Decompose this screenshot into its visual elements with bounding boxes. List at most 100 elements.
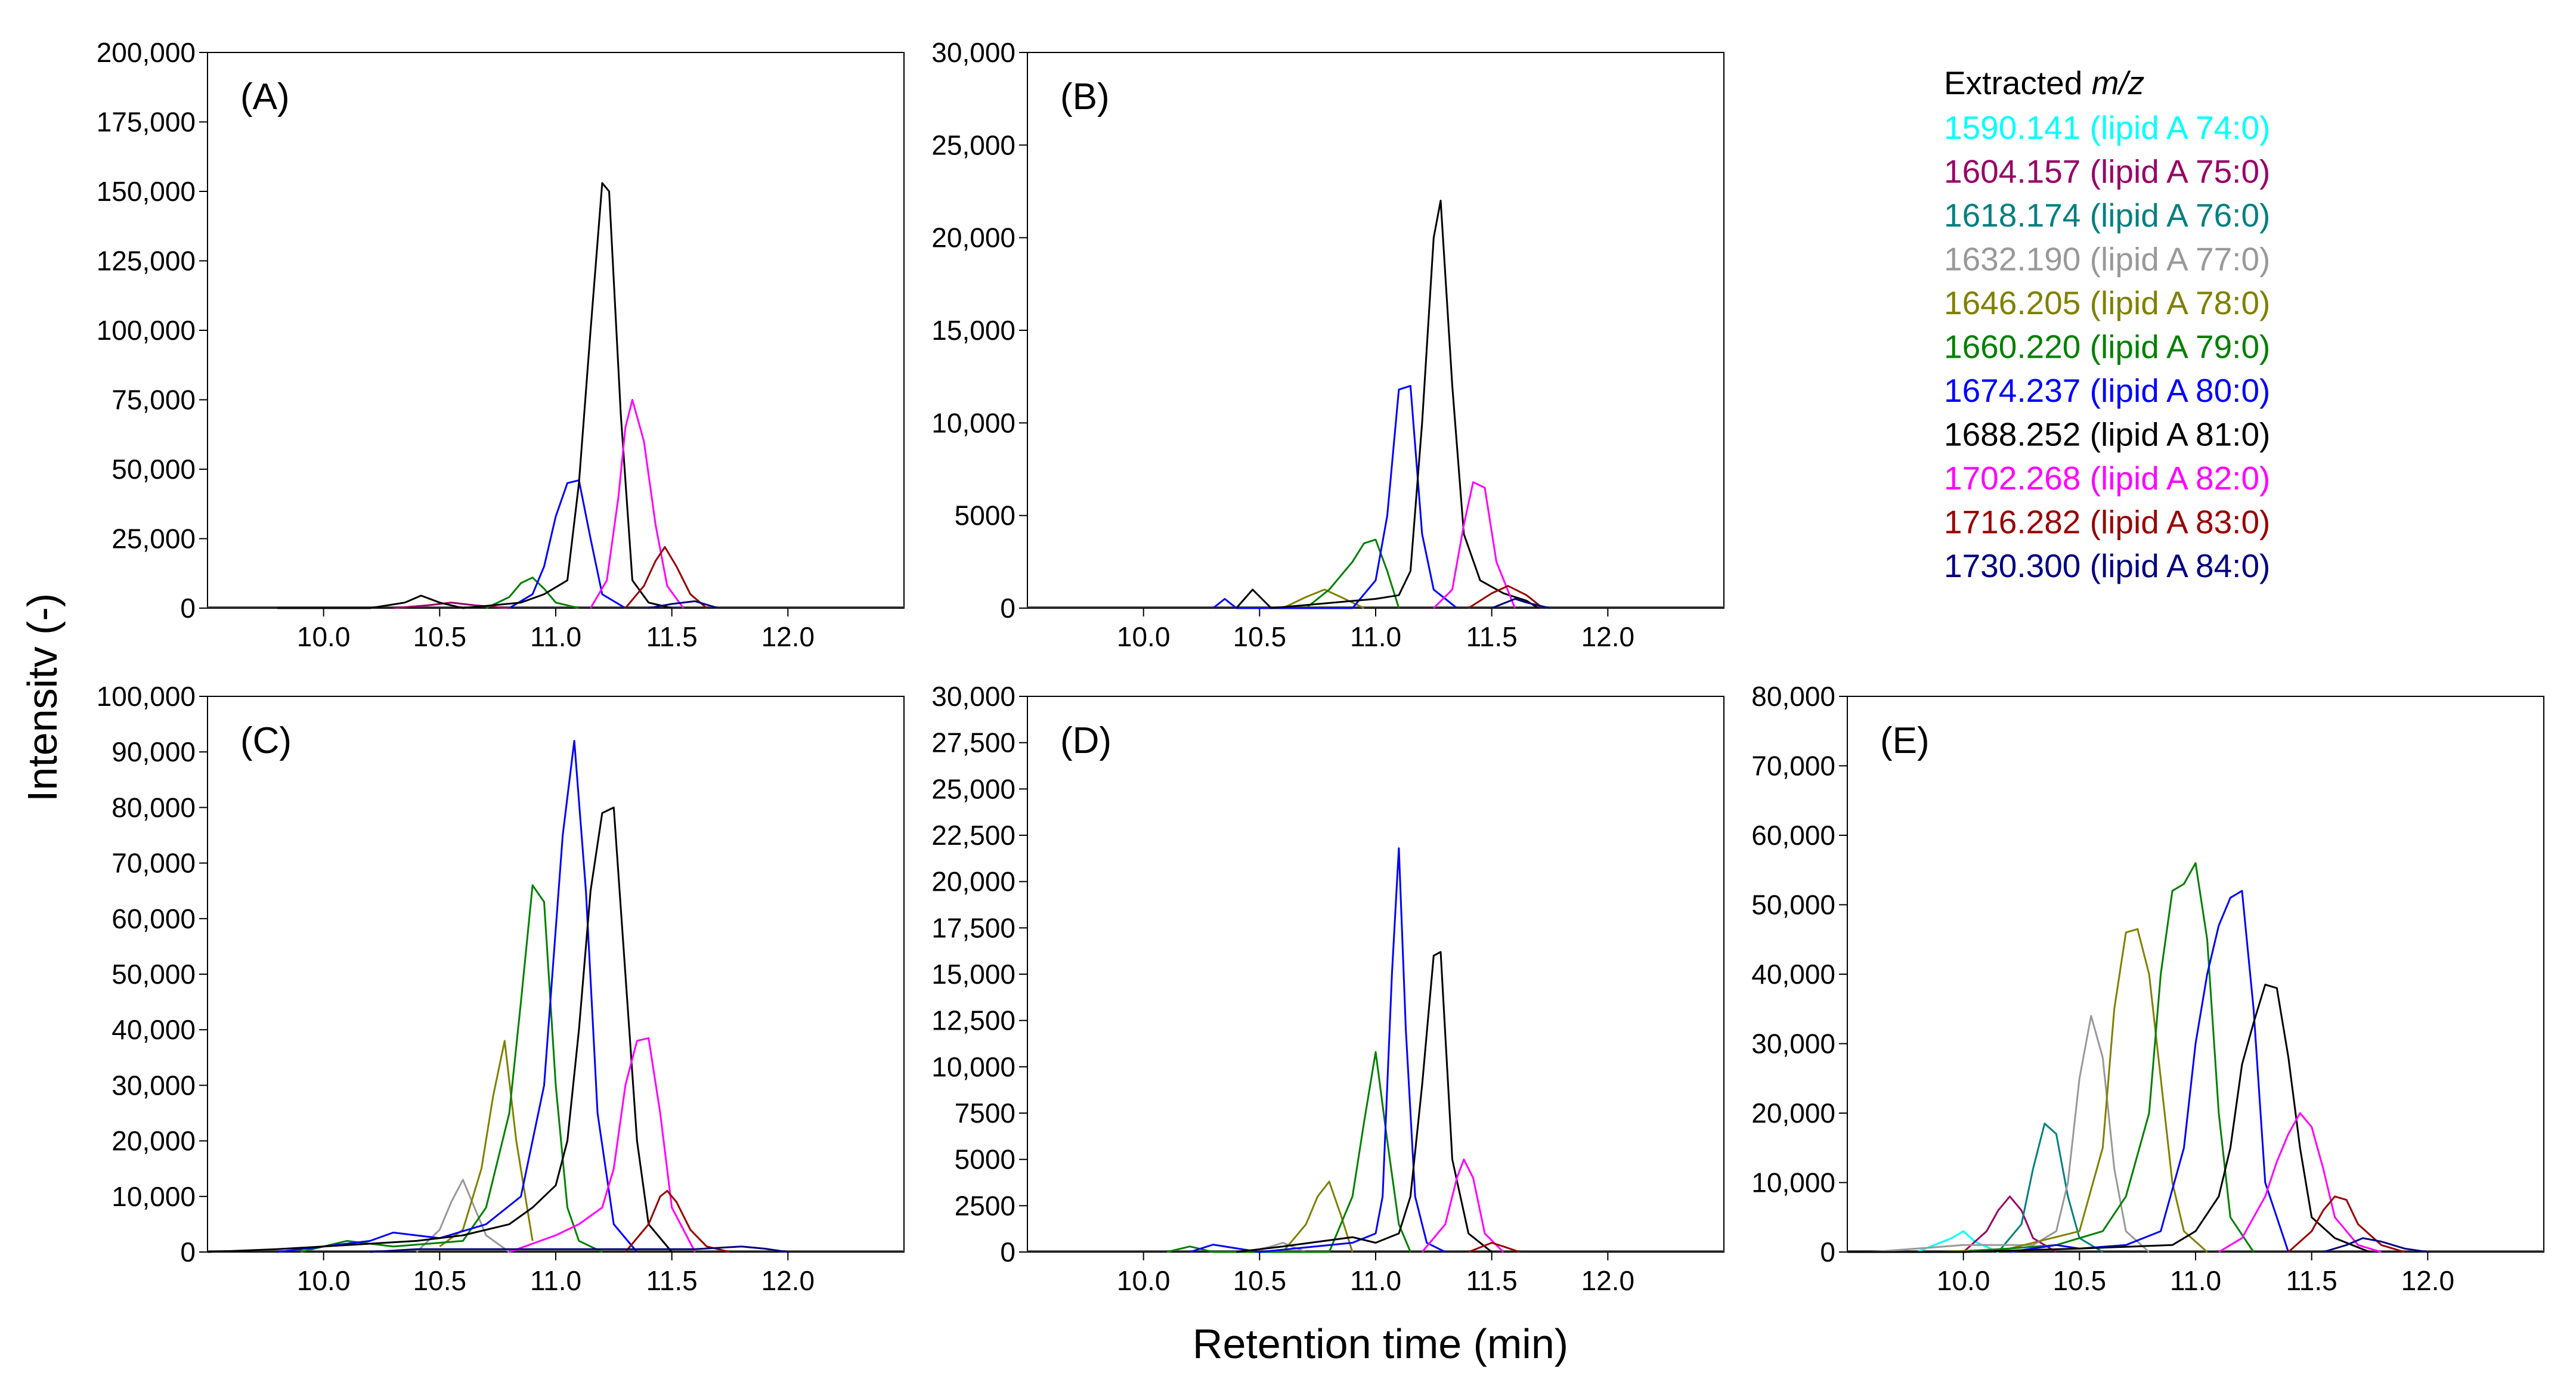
series-line xyxy=(1305,538,1400,609)
y-tick-label: 25,000 xyxy=(931,773,1015,804)
x-tick-label: 10.0 xyxy=(1937,1265,1990,1296)
panel-label: (C) xyxy=(240,720,292,761)
x-tick-label: 12.0 xyxy=(2401,1265,2455,1296)
y-tick-label: 60,000 xyxy=(112,903,196,934)
series-line xyxy=(2323,1237,2428,1253)
legend-entry: 1702.268 (lipid A 82:0) xyxy=(1944,460,2270,497)
legend-title-prefix: Extracted xyxy=(1944,64,2092,101)
series-line xyxy=(624,546,708,609)
y-axis-title: Intensitv (-) xyxy=(19,593,66,802)
y-tick-label: 70,000 xyxy=(112,848,196,879)
series-line xyxy=(485,577,580,609)
y-tick-label: 90,000 xyxy=(112,736,196,767)
y-tick-label: 75,000 xyxy=(112,385,196,416)
y-tick-label: 25,000 xyxy=(931,129,1015,160)
y-tick-label: 40,000 xyxy=(112,1014,196,1045)
x-tick-label: 11.0 xyxy=(1350,1265,1401,1296)
x-tick-label: 10.5 xyxy=(1233,1265,1287,1296)
series-line xyxy=(1433,481,1516,609)
y-tick-label: 40,000 xyxy=(1751,959,1835,990)
legend-entry: 1646.205 (lipid A 78:0) xyxy=(1944,284,2270,321)
x-tick-label: 10.5 xyxy=(1233,621,1287,652)
series-line xyxy=(1421,1158,1504,1253)
legend-entry: 1660.220 (lipid A 79:0) xyxy=(1944,329,2270,365)
y-tick-label: 10,000 xyxy=(112,1181,196,1212)
panel-d: 0 2500 5000 7500 10,000 12,500 15,000 17,500 20,… xyxy=(931,681,1724,1296)
legend-entry: 1590.141 (lipid A 74:0) xyxy=(1944,109,2270,146)
legend: Extracted m/z 1590.141 (lipid A 74:0) 160… xyxy=(1944,64,2270,584)
panel-c: 0 10,000 20,000 30,000 40,000 50,000 60,000 70,… xyxy=(97,681,905,1296)
series-line xyxy=(1212,385,1458,609)
series-line xyxy=(1940,928,2208,1253)
series-line xyxy=(1963,862,2255,1253)
y-tick-label: 20,000 xyxy=(931,866,1015,897)
y-tick-label: 10,000 xyxy=(931,407,1015,438)
series-line xyxy=(1236,951,1493,1253)
legend-title: Extracted m/z xyxy=(1944,64,2144,101)
y-tick-label: 50,000 xyxy=(112,959,196,990)
series-line xyxy=(509,1037,696,1253)
y-tick-label: 30,000 xyxy=(931,37,1015,68)
y-tick-label: 0 xyxy=(1000,1237,1015,1268)
y-tick-label: 50,000 xyxy=(1751,890,1835,921)
series-line xyxy=(2218,1112,2382,1253)
panel-a: 0 25,000 50,000 75,000 100,000 125,000 150,000… xyxy=(97,37,905,652)
y-tick-label: 0 xyxy=(1000,593,1015,624)
x-tick-label: 12.0 xyxy=(761,1265,815,1296)
y-tick-label: 0 xyxy=(1820,1237,1835,1268)
y-tick-label: 2500 xyxy=(955,1190,1015,1221)
legend-entries: 1590.141 (lipid A 74:0) 1604.157 (lipid A… xyxy=(1944,109,2270,584)
y-tick-label: 200,000 xyxy=(97,37,196,68)
legend-title-italic: m/z xyxy=(2092,64,2145,101)
series-line xyxy=(300,884,603,1253)
series-line xyxy=(207,806,673,1253)
y-tick-label: 15,000 xyxy=(931,959,1015,990)
y-tick-label: 5000 xyxy=(955,1144,1015,1175)
x-tick-label: 12.0 xyxy=(1581,1265,1635,1296)
x-tick-label: 11.0 xyxy=(530,1265,581,1296)
x-tick-label: 11.0 xyxy=(1350,621,1401,652)
series-line xyxy=(1468,1242,1520,1253)
y-tick-label: 7500 xyxy=(955,1098,1015,1129)
chart-panels: 0 25,000 50,000 75,000 100,000 125,000 150,000… xyxy=(97,37,2544,1296)
x-tick-label: 11.5 xyxy=(646,1265,698,1296)
series-line xyxy=(1847,984,2370,1253)
y-tick-label: 20,000 xyxy=(931,222,1015,253)
legend-entry: 1688.252 (lipid A 81:0) xyxy=(1944,416,2270,453)
y-tick-label: 0 xyxy=(180,1237,196,1268)
y-tick-label: 15,000 xyxy=(931,315,1015,346)
legend-entry: 1604.157 (lipid A 75:0) xyxy=(1944,153,2270,190)
y-tick-label: 27,500 xyxy=(931,727,1015,758)
series-line xyxy=(1491,598,1550,609)
y-tick-label: 175,000 xyxy=(97,107,196,138)
x-tick-label: 11.5 xyxy=(2286,1265,2337,1296)
x-tick-label: 12.0 xyxy=(1581,621,1635,652)
y-tick-label: 20,000 xyxy=(112,1126,196,1157)
panel-label: (A) xyxy=(240,76,290,117)
y-tick-label: 80,000 xyxy=(112,792,196,823)
y-tick-label: 80,000 xyxy=(1751,681,1835,712)
x-tick-label: 12.0 xyxy=(761,621,815,652)
y-tick-label: 17,500 xyxy=(931,912,1015,943)
y-tick-label: 125,000 xyxy=(97,246,196,277)
panel-e: 0 10,000 20,000 30,000 40,000 50,000 60,000 70,… xyxy=(1751,681,2544,1296)
panel-label: (D) xyxy=(1060,720,1111,761)
x-axis-title: Retention time (min) xyxy=(1193,1321,1568,1367)
legend-entry: 1716.282 (lipid A 83:0) xyxy=(1944,504,2270,541)
legend-entry: 1618.174 (lipid A 76:0) xyxy=(1944,197,2270,234)
y-tick-label: 10,000 xyxy=(1751,1167,1835,1198)
y-tick-label: 60,000 xyxy=(1751,820,1835,851)
series-line xyxy=(509,479,626,609)
x-tick-label: 10.5 xyxy=(413,1265,467,1296)
legend-entry: 1674.237 (lipid A 80:0) xyxy=(1944,372,2270,409)
y-tick-label: 50,000 xyxy=(112,454,196,485)
y-tick-label: 25,000 xyxy=(112,523,196,554)
series-line xyxy=(624,1190,730,1253)
x-tick-label: 10.0 xyxy=(297,1265,351,1296)
x-tick-label: 11.0 xyxy=(2170,1265,2221,1296)
y-tick-label: 30,000 xyxy=(931,681,1015,712)
x-tick-label: 10.0 xyxy=(1117,1265,1171,1296)
series-line xyxy=(416,1179,510,1253)
series-line xyxy=(277,182,673,609)
series-line xyxy=(590,399,685,609)
